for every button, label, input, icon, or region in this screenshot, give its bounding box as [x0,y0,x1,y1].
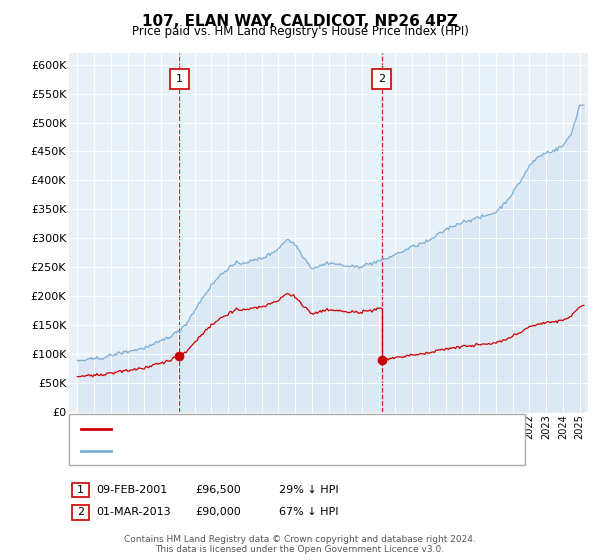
FancyBboxPatch shape [170,69,189,89]
Text: 1: 1 [176,74,183,84]
Text: 01-MAR-2013: 01-MAR-2013 [96,507,170,517]
Text: 107, ELAN WAY, CALDICOT, NP26 4PZ (detached house): 107, ELAN WAY, CALDICOT, NP26 4PZ (detac… [117,423,408,433]
Text: 2: 2 [378,74,385,84]
Text: Price paid vs. HM Land Registry's House Price Index (HPI): Price paid vs. HM Land Registry's House … [131,25,469,38]
FancyBboxPatch shape [373,69,391,89]
Text: 29% ↓ HPI: 29% ↓ HPI [279,485,338,495]
Text: 09-FEB-2001: 09-FEB-2001 [96,485,167,495]
Text: £90,000: £90,000 [195,507,241,517]
Text: 67% ↓ HPI: 67% ↓ HPI [279,507,338,517]
Text: 107, ELAN WAY, CALDICOT, NP26 4PZ: 107, ELAN WAY, CALDICOT, NP26 4PZ [142,14,458,29]
Text: 1: 1 [77,485,84,495]
Text: HPI: Average price, detached house, Monmouthshire: HPI: Average price, detached house, Monm… [117,446,391,456]
Text: Contains HM Land Registry data © Crown copyright and database right 2024.
This d: Contains HM Land Registry data © Crown c… [124,535,476,554]
Text: 2: 2 [77,507,84,517]
Text: £96,500: £96,500 [195,485,241,495]
